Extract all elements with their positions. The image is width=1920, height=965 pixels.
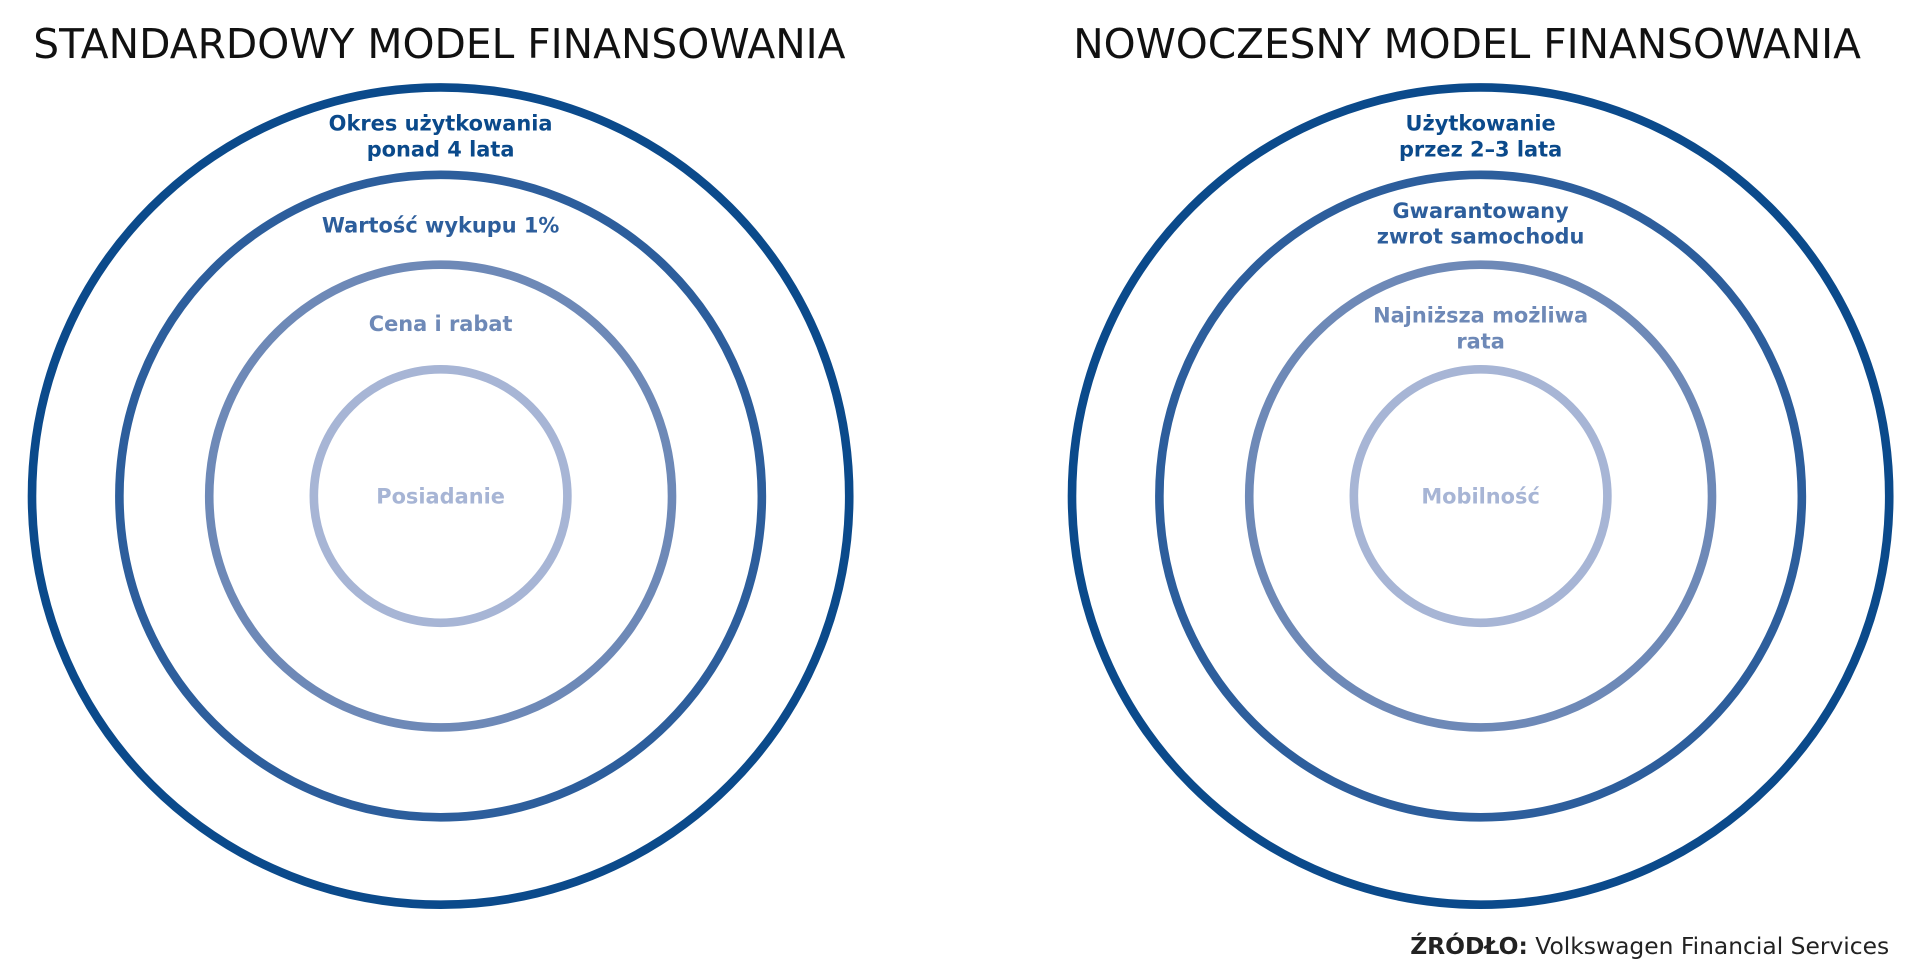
ring <box>204 260 677 732</box>
ring-label: Posiadanie <box>376 484 505 508</box>
ring <box>309 364 572 628</box>
source: ŹRÓDŁO: Volkswagen Financial Services <box>1410 932 1889 960</box>
ring-label: ponad 4 lata <box>367 137 515 161</box>
ring <box>115 170 767 822</box>
ring-label: przez 2–3 lata <box>1399 137 1562 161</box>
ring-label: Gwarantowany <box>1393 199 1570 223</box>
ring <box>1349 364 1612 628</box>
ring-label: Cena i rabat <box>369 312 513 336</box>
left-title: STANDARDOWY MODEL FINANSOWANIA <box>33 20 846 68</box>
ring-label: zwrot samochodu <box>1377 225 1585 249</box>
ring-label: Mobilność <box>1421 484 1540 508</box>
ring <box>27 83 854 909</box>
ring-label: Wartość wykupu 1% <box>322 214 560 238</box>
ring <box>1067 83 1894 909</box>
ring-label: Najniższa możliwa <box>1373 303 1588 327</box>
source-text: Volkswagen Financial Services <box>1535 932 1889 960</box>
ring <box>1244 260 1717 732</box>
source-label: ŹRÓDŁO: <box>1410 932 1528 960</box>
ring <box>1155 170 1807 822</box>
ring-label: Okres użytkowania <box>329 112 553 136</box>
ring-label: Użytkowanie <box>1406 112 1556 136</box>
ring-label: rata <box>1456 329 1505 353</box>
right-title: NOWOCZESNY MODEL FINANSOWANIA <box>1073 20 1861 68</box>
